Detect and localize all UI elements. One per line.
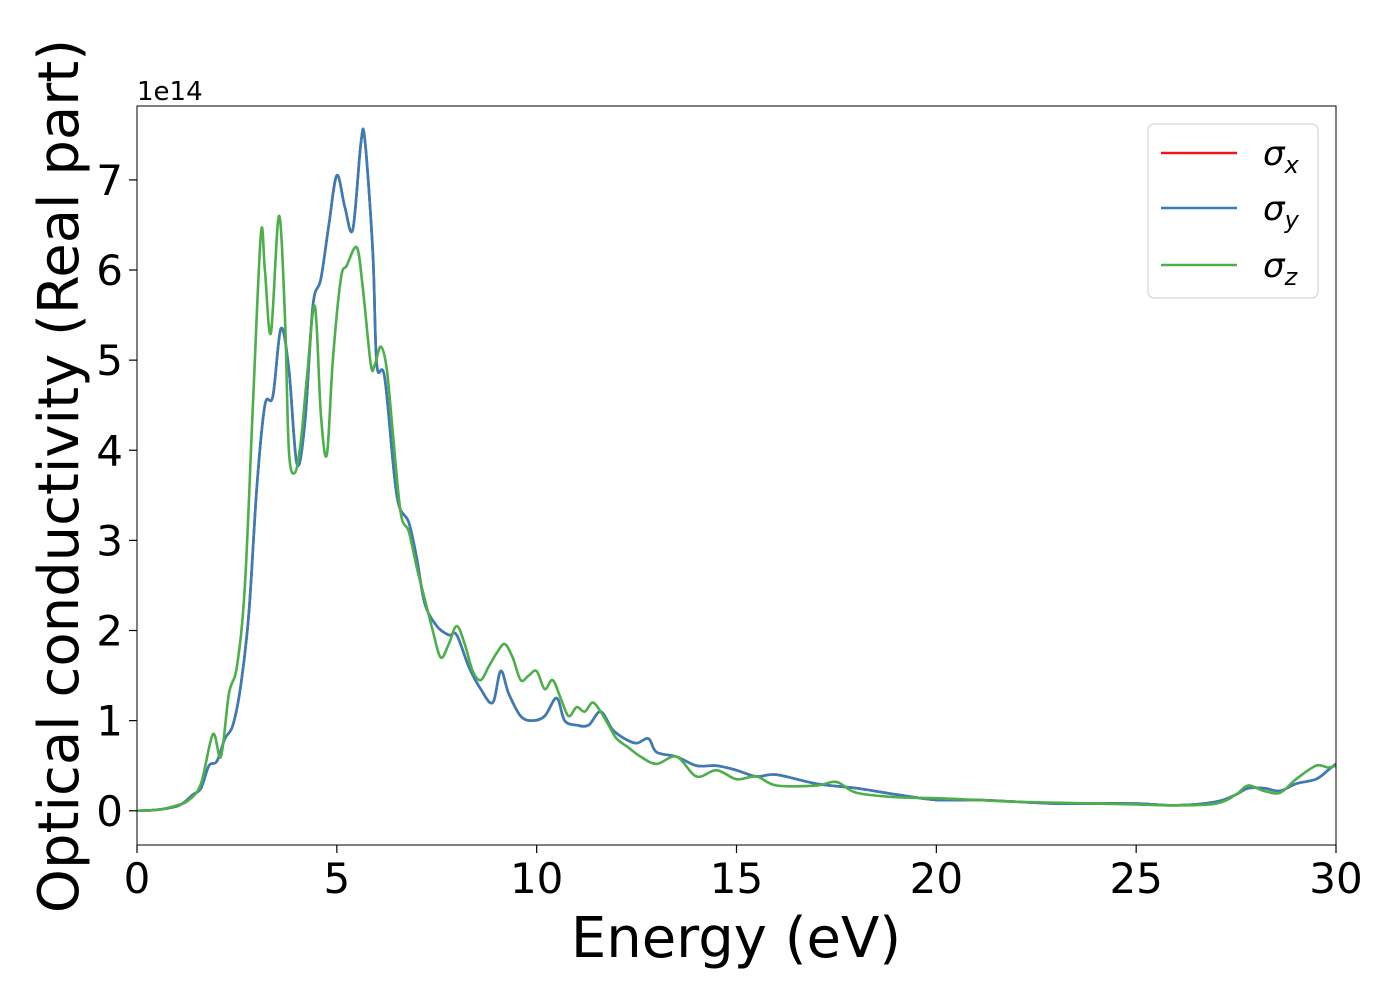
legend-label-sigma-y: σy [1263,189,1300,234]
y-axis-ticks: 0 1 2 3 4 5 6 7 [96,156,137,836]
series-layer [137,127,1336,813]
legend-box [1147,123,1319,299]
x-tick-label: 15 [710,854,763,903]
x-tick-label: 10 [510,854,563,903]
y-tick-label: 7 [96,156,123,205]
legend-label-sigma-x: σx [1263,134,1300,179]
x-tick-label: 5 [323,854,350,903]
y-tick-label: 5 [96,336,123,385]
x-tick-label: 30 [1309,854,1362,903]
legend: σx σy σz [1147,123,1319,299]
legend-entries: σx σy σz [1161,134,1300,291]
y-tick-label: 2 [96,607,123,656]
y-multiplier-label: 1e14 [137,77,203,107]
legend-label-sigma-z: σz [1263,246,1299,291]
y-tick-label: 0 [96,787,123,836]
y-tick-label: 4 [96,426,123,475]
y-tick-label: 6 [96,246,123,295]
x-tick-label: 25 [1109,854,1162,903]
x-axis-ticks: 0 5 10 15 20 25 30 [124,845,1363,903]
series-line-sigma-z [137,214,1336,813]
y-tick-label: 3 [96,516,123,565]
x-tick-label: 0 [124,854,151,903]
y-axis-label: Optical conductivity (Real part) [27,39,92,913]
y-tick-label: 1 [96,697,123,746]
x-axis-label: Energy (eV) [571,906,901,971]
x-tick-label: 20 [910,854,963,903]
